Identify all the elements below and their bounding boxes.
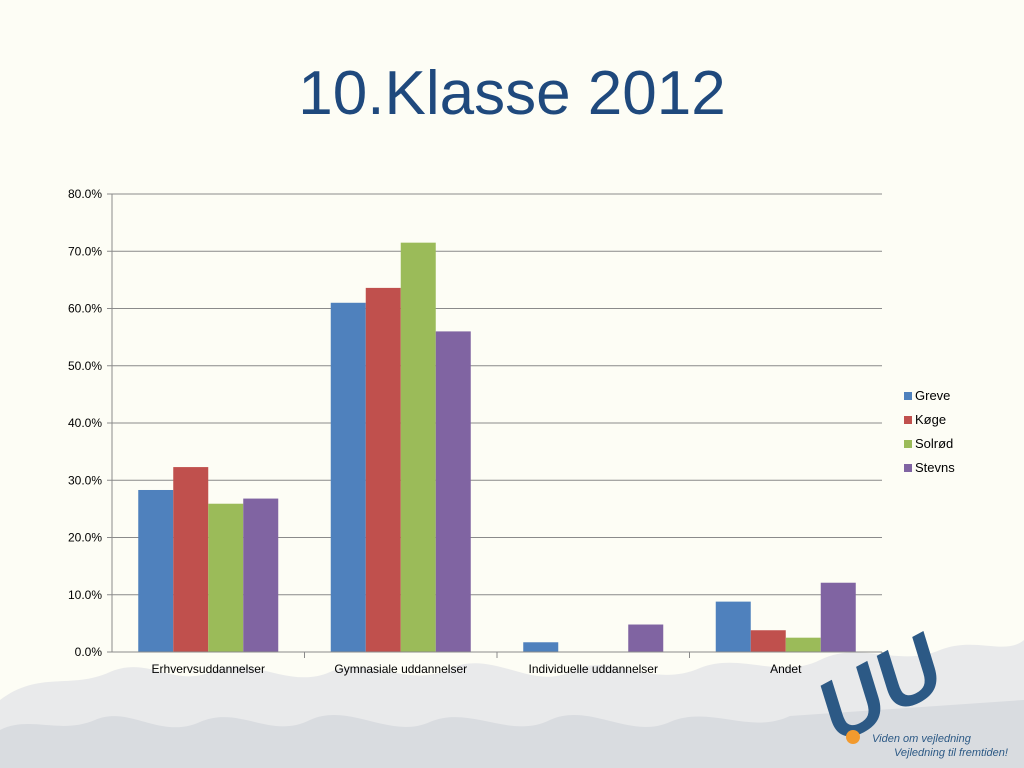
legend-label: Stevns bbox=[915, 460, 955, 475]
y-tick-label: 10.0% bbox=[68, 588, 102, 602]
legend-label: Greve bbox=[915, 388, 950, 403]
bar bbox=[330, 302, 366, 652]
bar bbox=[628, 624, 664, 652]
y-tick-label: 80.0% bbox=[68, 187, 102, 201]
y-tick-label: 70.0% bbox=[68, 244, 102, 258]
y-tick-label: 30.0% bbox=[68, 473, 102, 487]
legend-swatch bbox=[904, 440, 912, 448]
logo-dot-icon bbox=[846, 730, 860, 744]
x-tick-label: Erhvervsuddannelser bbox=[152, 662, 265, 676]
y-tick-label: 50.0% bbox=[68, 359, 102, 373]
y-tick-label: 20.0% bbox=[68, 531, 102, 545]
axes: 0.0% 10.0% 20.0% 30.0% 40.0% 50.0% 60.0% 70.0% 8… bbox=[68, 187, 883, 676]
bar bbox=[523, 642, 559, 652]
y-tick-label: 0.0% bbox=[75, 645, 103, 659]
bar bbox=[400, 242, 436, 652]
bar bbox=[138, 489, 174, 652]
bar bbox=[435, 331, 471, 652]
legend-swatch bbox=[904, 464, 912, 472]
bar bbox=[173, 467, 209, 652]
bar bbox=[785, 637, 821, 652]
slide-title: 10.Klasse 2012 bbox=[298, 59, 726, 128]
legend: Greve Køge Solrød Stevns bbox=[904, 388, 955, 475]
bars bbox=[138, 242, 856, 652]
background-silhouettes bbox=[0, 640, 1024, 768]
x-tick-label: Individuelle uddannelser bbox=[529, 662, 658, 676]
x-tick-label: Andet bbox=[770, 662, 802, 676]
bar bbox=[820, 582, 856, 652]
bar bbox=[750, 630, 786, 652]
bar bbox=[365, 287, 401, 652]
gridlines bbox=[112, 193, 882, 596]
x-tick-label: Gymnasiale uddannelser bbox=[334, 662, 467, 676]
legend-label: Køge bbox=[915, 412, 946, 427]
bar bbox=[715, 601, 751, 652]
legend-swatch bbox=[904, 392, 912, 400]
y-tick-label: 40.0% bbox=[68, 416, 102, 430]
legend-label: Solrød bbox=[915, 436, 953, 451]
y-tick-label: 60.0% bbox=[68, 302, 102, 316]
bar bbox=[243, 498, 279, 652]
legend-swatch bbox=[904, 416, 912, 424]
bar bbox=[208, 503, 244, 652]
logo-tagline-1: Viden om vejledning bbox=[872, 733, 972, 745]
logo-tagline-2: Vejledning til fremtiden! bbox=[894, 747, 1008, 759]
